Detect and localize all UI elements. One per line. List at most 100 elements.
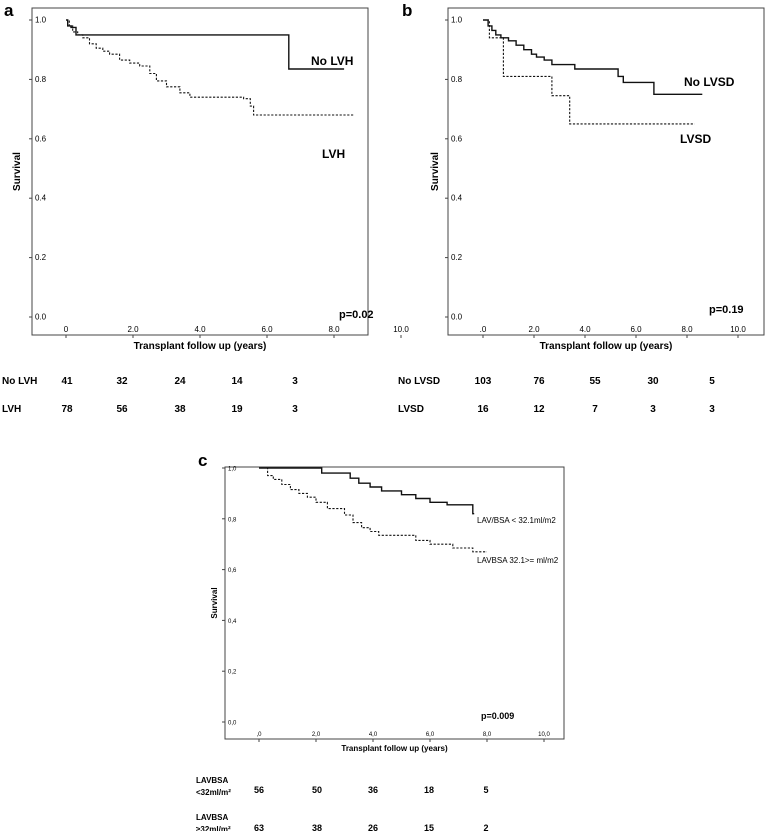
x-tick-label: 6,0	[426, 732, 435, 738]
y-axis-label: Survival	[210, 587, 219, 618]
risk-count: 14	[231, 376, 243, 387]
series-label: No LVH	[311, 54, 353, 68]
p-value: p=0.19	[709, 304, 744, 316]
x-tick-label: 2,0	[312, 732, 321, 738]
risk-row-label: ≥32ml/m²	[196, 825, 231, 831]
survival-curve-solid	[259, 467, 475, 515]
y-tick-label: 0,8	[228, 517, 237, 523]
survival-curve-solid	[66, 19, 345, 70]
x-tick-label: 8.0	[681, 325, 693, 334]
x-tick-label: .0	[480, 325, 487, 334]
risk-count: 24	[174, 376, 186, 387]
risk-count: 76	[533, 376, 545, 387]
x-tick-label: 0	[64, 325, 69, 334]
x-tick-label: 2.0	[528, 325, 540, 334]
y-tick-label: 0.2	[35, 253, 47, 262]
risk-count: 3	[292, 404, 298, 415]
plot-frame	[224, 466, 565, 740]
risk-count: 36	[368, 785, 378, 795]
series-label: LAV/BSA < 32.1ml/m2	[477, 516, 556, 525]
risk-count: 16	[477, 404, 489, 415]
y-tick-label: 0,4	[228, 619, 237, 625]
series-label: LVSD	[680, 132, 711, 146]
x-tick-label: ,0	[256, 732, 262, 738]
risk-count: 3	[292, 376, 298, 387]
y-tick-label: 0.0	[35, 313, 47, 322]
risk-count: 26	[368, 823, 378, 831]
x-axis-label: Transplant follow up (years)	[134, 341, 267, 352]
plot-frame	[31, 7, 369, 336]
panel-label: c	[198, 451, 207, 470]
risk-count: 7	[592, 404, 598, 415]
risk-count: 50	[312, 785, 322, 795]
risk-row-label: LAVBSA	[196, 776, 229, 785]
survival-curve-solid	[483, 19, 703, 95]
risk-count: 78	[61, 404, 73, 415]
x-tick-label: 8,0	[483, 732, 492, 738]
y-axis-label: Survival	[430, 152, 441, 191]
y-tick-label: 0.2	[451, 253, 463, 262]
risk-count: 56	[116, 404, 128, 415]
risk-count: 18	[424, 785, 434, 795]
risk-count: 32	[116, 376, 128, 387]
y-tick-label: 1.0	[451, 16, 463, 25]
risk-count: 41	[61, 376, 73, 387]
risk-row-label: LVSD	[398, 404, 424, 415]
series-label: No LVSD	[684, 75, 735, 89]
y-tick-label: 1.0	[35, 16, 47, 25]
series-label: LVH	[322, 147, 345, 161]
series-label: LAVBSA 32.1>= ml/m2	[477, 556, 559, 565]
risk-row-label: No LVH	[2, 376, 37, 387]
risk-count: 15	[424, 823, 434, 831]
risk-count: 38	[174, 404, 186, 415]
y-tick-label: 0.6	[35, 134, 47, 143]
risk-count: 103	[475, 376, 492, 387]
y-tick-label: 0.6	[451, 134, 463, 143]
risk-count: 3	[650, 404, 656, 415]
x-tick-label: 10.0	[730, 325, 746, 334]
risk-count: 5	[709, 376, 715, 387]
p-value: p=0.009	[481, 711, 514, 721]
x-tick-label: 4.0	[579, 325, 591, 334]
risk-row-label: <32ml/m²	[196, 788, 231, 797]
plot-frame	[447, 7, 765, 336]
risk-count: 55	[589, 376, 601, 387]
risk-count: 56	[254, 785, 264, 795]
risk-count: 5	[483, 785, 488, 795]
x-tick-label: 6.0	[261, 325, 273, 334]
y-tick-label: 0.4	[35, 194, 47, 203]
risk-row-label: No LVSD	[398, 376, 440, 387]
risk-count: 2	[483, 823, 488, 831]
y-tick-label: 0.0	[451, 313, 463, 322]
x-tick-label: 6.0	[630, 325, 642, 334]
x-tick-label: 8.0	[328, 325, 340, 334]
x-axis-label: Transplant follow up (years)	[341, 744, 448, 753]
x-tick-label: 10,0	[538, 732, 550, 738]
y-tick-label: 0.4	[451, 194, 463, 203]
risk-row-label: LAVBSA	[196, 813, 229, 822]
x-tick-label: 4.0	[194, 325, 206, 334]
y-axis-label: Survival	[12, 152, 23, 191]
x-axis-label: Transplant follow up (years)	[540, 341, 673, 352]
risk-count: 19	[231, 404, 243, 415]
x-tick-label: 10.0	[393, 325, 409, 334]
survival-curve-dashed	[259, 467, 487, 553]
y-tick-label: 0.8	[451, 75, 463, 84]
y-tick-label: 0,2	[228, 670, 237, 676]
y-tick-label: 1,0	[228, 467, 237, 473]
panel-label: a	[4, 1, 14, 20]
y-tick-label: 0.8	[35, 75, 47, 84]
risk-count: 30	[647, 376, 659, 387]
x-tick-label: 4,0	[369, 732, 378, 738]
panel-label: b	[402, 1, 412, 20]
risk-count: 38	[312, 823, 322, 831]
risk-count: 12	[533, 404, 545, 415]
p-value: p=0.02	[339, 309, 374, 321]
x-tick-label: 2.0	[127, 325, 139, 334]
risk-row-label: LVH	[2, 404, 21, 415]
y-tick-label: 0,6	[228, 568, 237, 574]
risk-count: 3	[709, 404, 715, 415]
y-tick-label: 0,0	[228, 721, 237, 727]
risk-count: 63	[254, 823, 264, 831]
